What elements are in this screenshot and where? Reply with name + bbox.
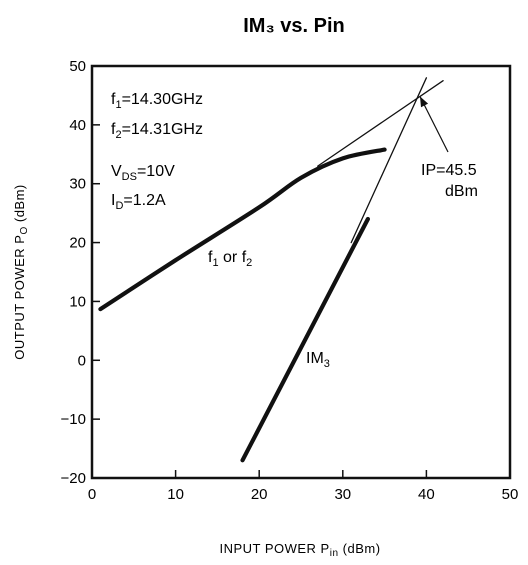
- x-tick-label: 10: [167, 486, 184, 503]
- y-tick-label: 0: [78, 352, 86, 369]
- x-tick-label: 0: [88, 486, 96, 503]
- extrapolation-line-3: [350, 77, 428, 244]
- condition-f2: f2=14.31GHz: [111, 121, 203, 141]
- x-axis-title-main: INPUT POWER P: [219, 541, 329, 556]
- condition-f1: f1=14.30GHz: [111, 91, 203, 111]
- y-tick-label: −20: [61, 470, 86, 487]
- condition-id: ID=1.2A: [111, 192, 166, 212]
- series-line-0: [98, 147, 387, 312]
- intercept-label-line1: IP=45.5: [421, 162, 477, 179]
- intercept-arrow: [419, 96, 449, 153]
- y-tick-label: 20: [69, 235, 86, 252]
- x-tick-label: 40: [418, 486, 435, 503]
- series-label-im3: IM3: [306, 350, 330, 370]
- y-axis-title-main: OUTPUT POWER P: [12, 235, 27, 360]
- series-line-1: [240, 216, 370, 463]
- extrapolation-line-2: [317, 80, 444, 167]
- conditions-block: f1=14.30GHz f2=14.31GHz VDS=10V ID=1.2A: [111, 91, 203, 212]
- series-label-fundamental: f1 or f2: [208, 249, 252, 269]
- y-tick-label: 30: [69, 176, 86, 193]
- intercept-arrowhead: [420, 96, 429, 108]
- x-axis-ticks: 0 10 20 30 40 50: [88, 470, 519, 503]
- intercept-label-line2: dBm: [445, 183, 478, 200]
- plot-frame: [90, 64, 512, 480]
- y-tick-label: −10: [61, 411, 86, 428]
- y-axis-title-unit: (dBm): [12, 184, 27, 226]
- condition-vds: VDS=10V: [111, 163, 175, 183]
- series-layer: [98, 77, 444, 463]
- x-axis-title-sub: in: [330, 548, 339, 559]
- x-tick-label: 50: [502, 486, 519, 503]
- y-tick-label: 10: [69, 293, 86, 310]
- x-tick-label: 30: [334, 486, 351, 503]
- y-axis-ticks: −20 −10 0 10 20 30 40 50: [61, 58, 100, 487]
- x-tick-label: 20: [251, 486, 268, 503]
- x-axis-title-unit: (dBm): [339, 541, 381, 556]
- y-tick-label: 50: [69, 58, 86, 75]
- y-axis-title: OUTPUT POWER PO (dBm): [12, 184, 30, 360]
- y-tick-label: 40: [69, 117, 86, 134]
- chart-title: IM₃ vs. Pin: [243, 15, 345, 37]
- y-axis-title-sub: O: [19, 226, 30, 234]
- x-axis-title: INPUT POWER Pin (dBm): [219, 541, 380, 559]
